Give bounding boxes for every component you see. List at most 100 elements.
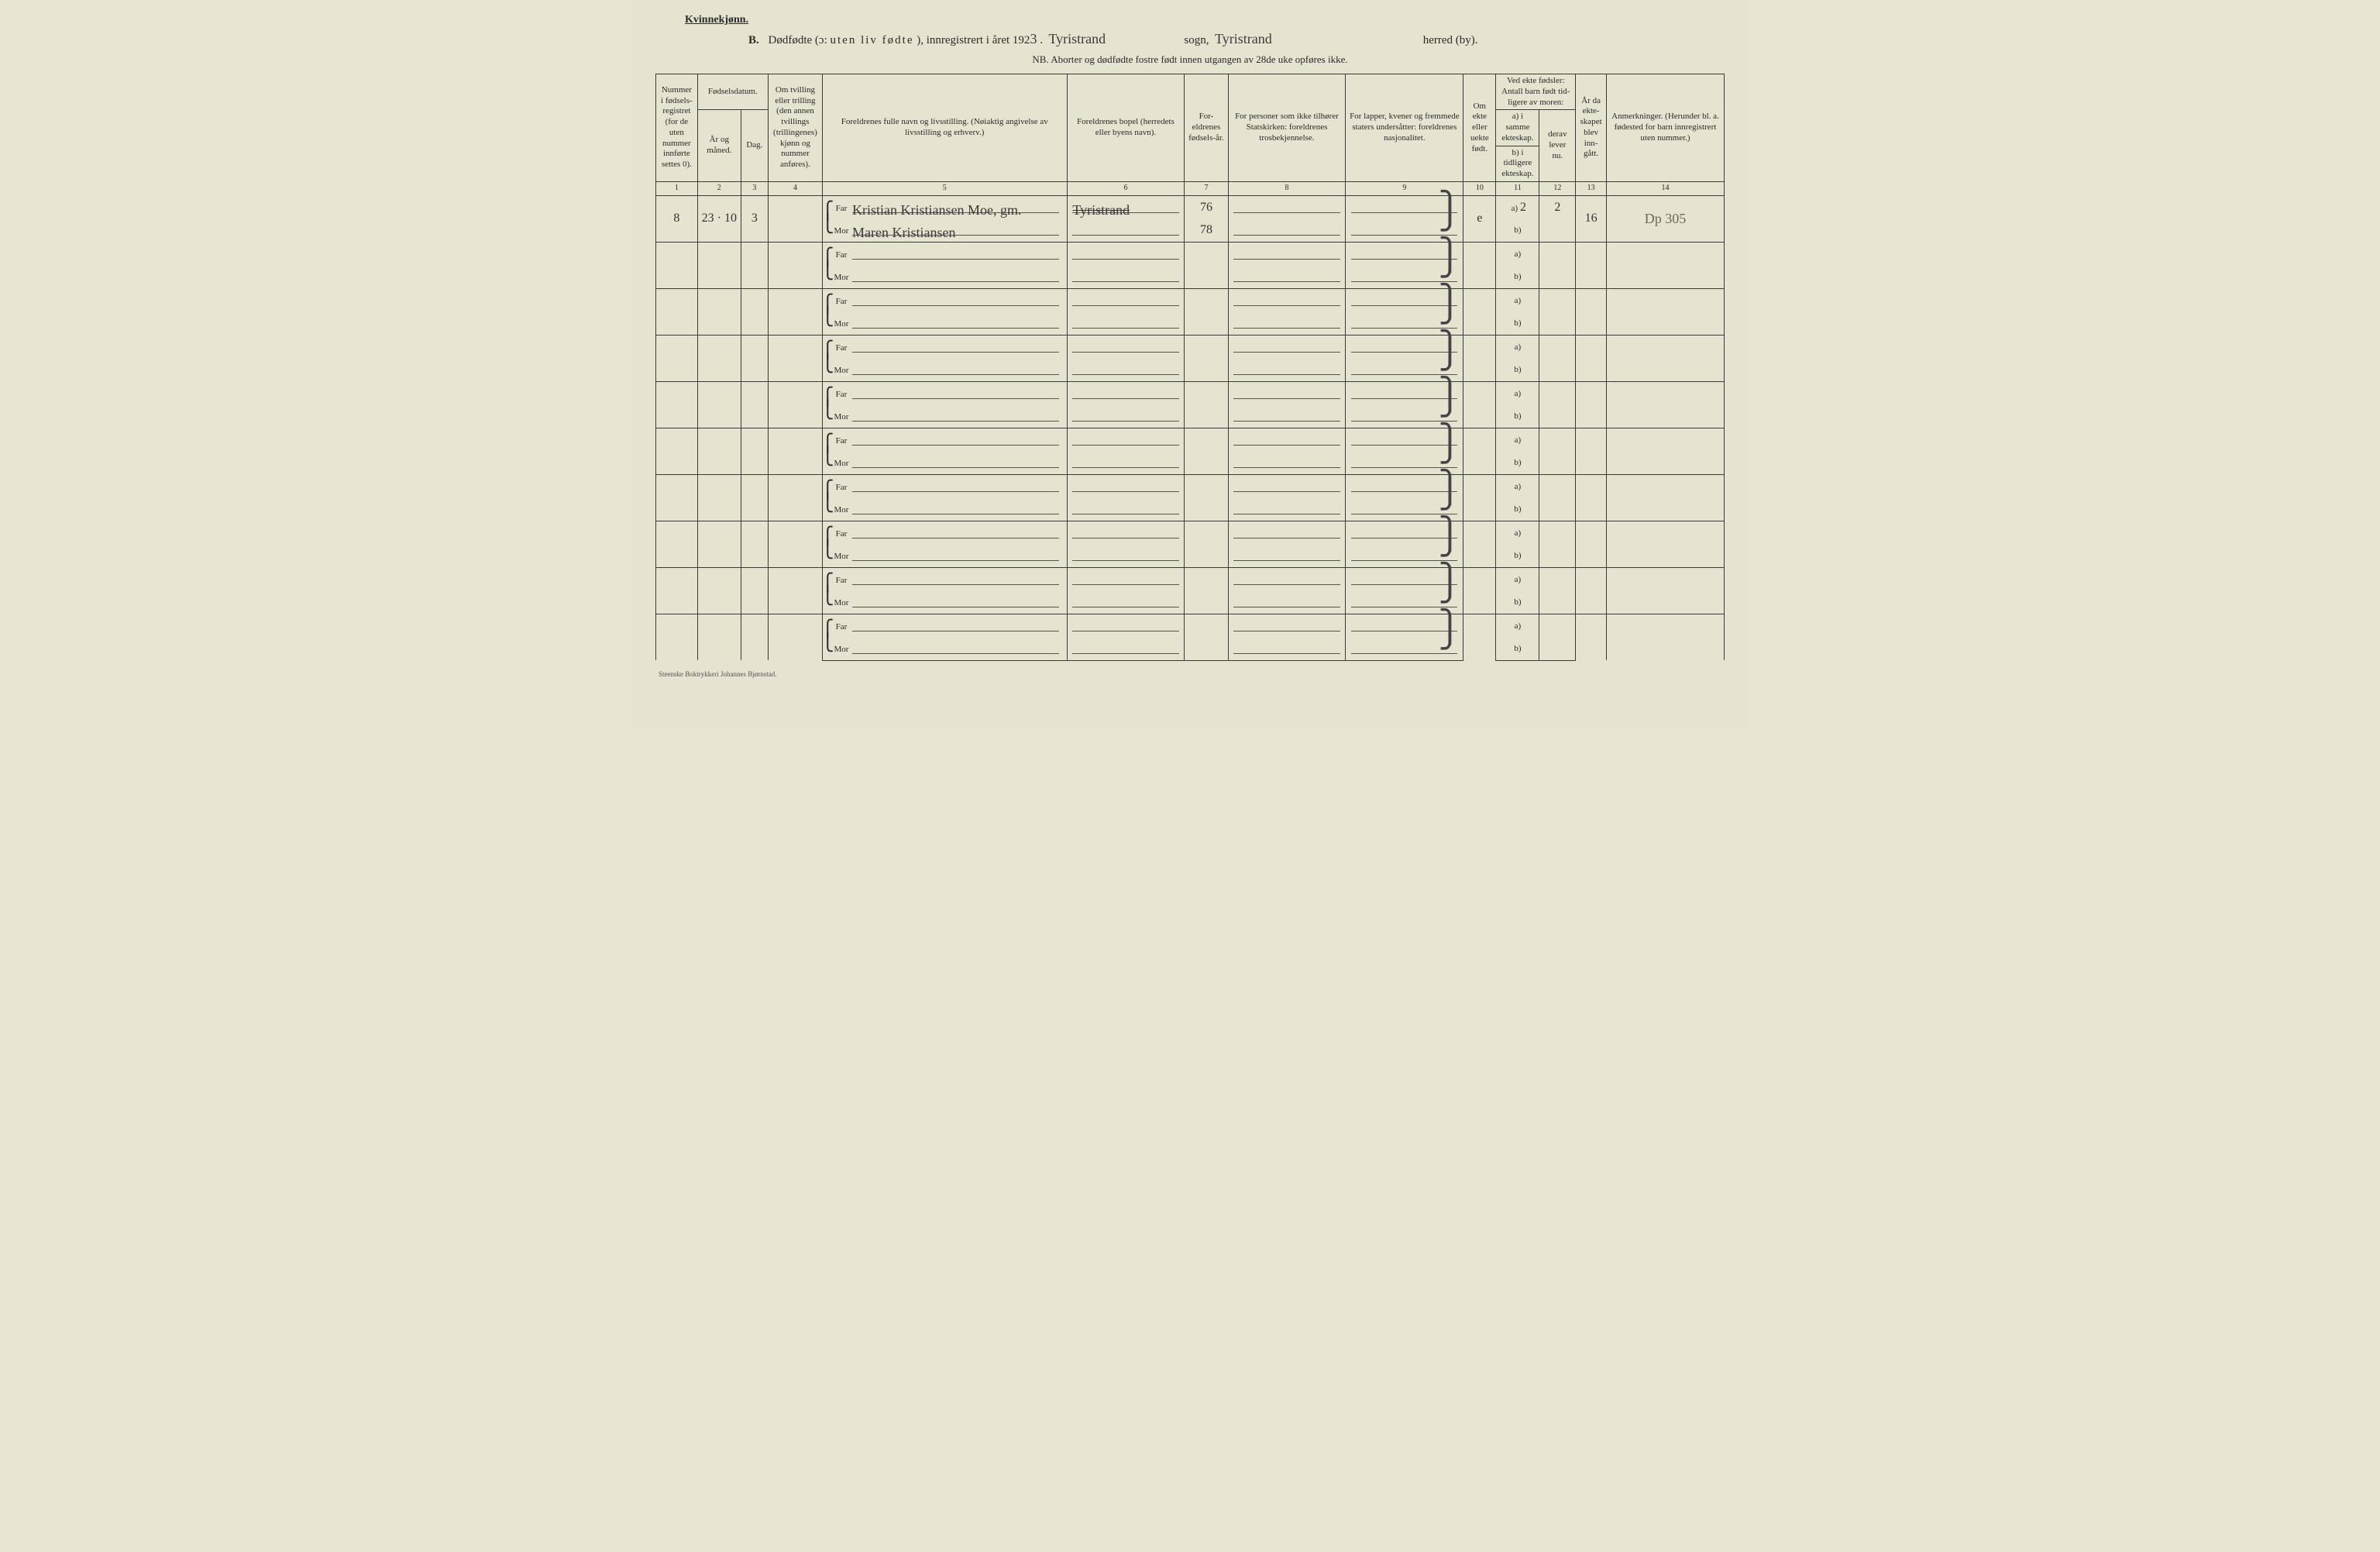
cell-twin <box>768 335 822 381</box>
cell-11b: b) <box>1496 451 1539 474</box>
colnum: 14 <box>1606 181 1724 195</box>
cell-father: ⎧Far <box>823 242 1068 265</box>
sogn-label: sogn, <box>1184 34 1209 46</box>
cell-bopel-2 <box>1067 590 1185 614</box>
cell-remarks <box>1606 567 1724 614</box>
cell-year-month <box>697 614 741 660</box>
cell-11b: b) <box>1496 358 1539 381</box>
cell-number <box>656 288 698 335</box>
col-2-header-top: Fødselsdatum. <box>697 74 768 110</box>
cell-twin <box>768 381 822 428</box>
cell-11a: a) <box>1496 614 1539 637</box>
cell-religion-2 <box>1228 358 1346 381</box>
cell-day <box>741 428 768 474</box>
cell-bopel <box>1067 288 1185 311</box>
cell-number <box>656 335 698 381</box>
cell-mother: ⎩Mor <box>823 404 1068 428</box>
title-spaced: uten liv fødte <box>831 34 914 46</box>
col-7-header: For-eldrenes fødsels-år. <box>1185 74 1228 182</box>
cell-year-month: 23 · 10 <box>697 195 741 242</box>
cell-mother: ⎩MorMaren Kristiansen <box>823 219 1068 242</box>
cell-mother: ⎩Mor <box>823 497 1068 521</box>
cell-day <box>741 335 768 381</box>
col-14-header: Anmerkninger. (Herunder bl. a. fødested … <box>1606 74 1724 182</box>
colnum: 10 <box>1463 181 1496 195</box>
nb-note: NB. Aborter og dødfødte fostre født inne… <box>655 53 1725 66</box>
col-4-header: Om tvilling eller trilling (den annen tv… <box>768 74 822 182</box>
cell-twin <box>768 428 822 474</box>
cell-religion <box>1228 428 1346 451</box>
cell-13 <box>1576 381 1607 428</box>
herred-label: herred (by). <box>1423 34 1478 46</box>
cell-religion <box>1228 474 1346 497</box>
cell-father-year <box>1185 335 1228 358</box>
col-12-header: derav lever nu. <box>1539 110 1576 182</box>
year-handwritten: 3 <box>1030 31 1037 46</box>
col-8-header: For personer som ikke tilhører Statskirk… <box>1228 74 1346 182</box>
col-2b-header: Dag. <box>741 110 768 182</box>
colnum: 11 <box>1496 181 1539 195</box>
cell-12b <box>1539 358 1576 381</box>
cell-year-month <box>697 335 741 381</box>
cell-twin <box>768 521 822 567</box>
colnum: 1 <box>656 181 698 195</box>
cell-religion <box>1228 288 1346 311</box>
cell-13 <box>1576 335 1607 381</box>
cell-religion-2 <box>1228 404 1346 428</box>
col-1-header: Nummer i fødsels-registret (for de uten … <box>656 74 698 182</box>
cell-11a: a) <box>1496 335 1539 358</box>
cell-remarks: Dp 305 <box>1606 195 1724 242</box>
col-2a-header: År og måned. <box>697 110 741 182</box>
colnum: 6 <box>1067 181 1185 195</box>
cell-religion-2 <box>1228 219 1346 242</box>
col-5-header: Foreldrenes fulle navn og livsstilling. … <box>823 74 1068 182</box>
cell-religion <box>1228 195 1346 219</box>
cell-mother-year <box>1185 590 1228 614</box>
cell-mother: ⎩Mor <box>823 358 1068 381</box>
table-row: ⎧Far⎫a) <box>656 614 1725 637</box>
cell-father-year <box>1185 428 1228 451</box>
cell-bopel <box>1067 614 1185 637</box>
cell-12b <box>1539 404 1576 428</box>
cell-remarks <box>1606 614 1724 660</box>
table-row: ⎧Far⎫a) <box>656 288 1725 311</box>
cell-remarks <box>1606 288 1724 335</box>
cell-11b: b) <box>1496 637 1539 660</box>
printer-footer: Steenske Boktrykkeri Johannes Bjørnstad. <box>659 670 1725 678</box>
cell-11a: a) <box>1496 428 1539 451</box>
cell-religion <box>1228 614 1346 637</box>
cell-11a: a) <box>1496 521 1539 544</box>
cell-mother-year <box>1185 497 1228 521</box>
cell-13 <box>1576 614 1607 660</box>
cell-mother: ⎩Mor <box>823 544 1068 567</box>
cell-bopel-2 <box>1067 219 1185 242</box>
cell-11a: a) <box>1496 288 1539 311</box>
colnum: 13 <box>1576 181 1607 195</box>
cell-ekte <box>1463 474 1496 521</box>
document-page: Kvinnekjønn. B. Dødfødte (ɔ: uten liv fø… <box>632 0 1748 728</box>
cell-11b: b) <box>1496 404 1539 428</box>
cell-12 <box>1539 614 1576 637</box>
title-prefix: Dødfødte (ɔ: <box>769 34 827 46</box>
cell-father: ⎧Far <box>823 335 1068 358</box>
table-row: 823 · 103⎧FarKristian Kristiansen Moe, g… <box>656 195 1725 219</box>
cell-13 <box>1576 567 1607 614</box>
cell-ekte <box>1463 428 1496 474</box>
cell-bopel-2 <box>1067 544 1185 567</box>
cell-11a: a) <box>1496 381 1539 404</box>
cell-bopel <box>1067 567 1185 590</box>
cell-day <box>741 381 768 428</box>
cell-13 <box>1576 474 1607 521</box>
cell-12b <box>1539 637 1576 660</box>
cell-year-month <box>697 381 741 428</box>
cell-day: 3 <box>741 195 768 242</box>
cell-religion-2 <box>1228 451 1346 474</box>
cell-twin <box>768 614 822 660</box>
cell-twin <box>768 567 822 614</box>
cell-ekte: e <box>1463 195 1496 242</box>
table-row: ⎧Far⎫a) <box>656 242 1725 265</box>
cell-bopel-2 <box>1067 404 1185 428</box>
cell-11a: a) <box>1496 567 1539 590</box>
cell-father: ⎧Far <box>823 288 1068 311</box>
cell-twin <box>768 288 822 335</box>
